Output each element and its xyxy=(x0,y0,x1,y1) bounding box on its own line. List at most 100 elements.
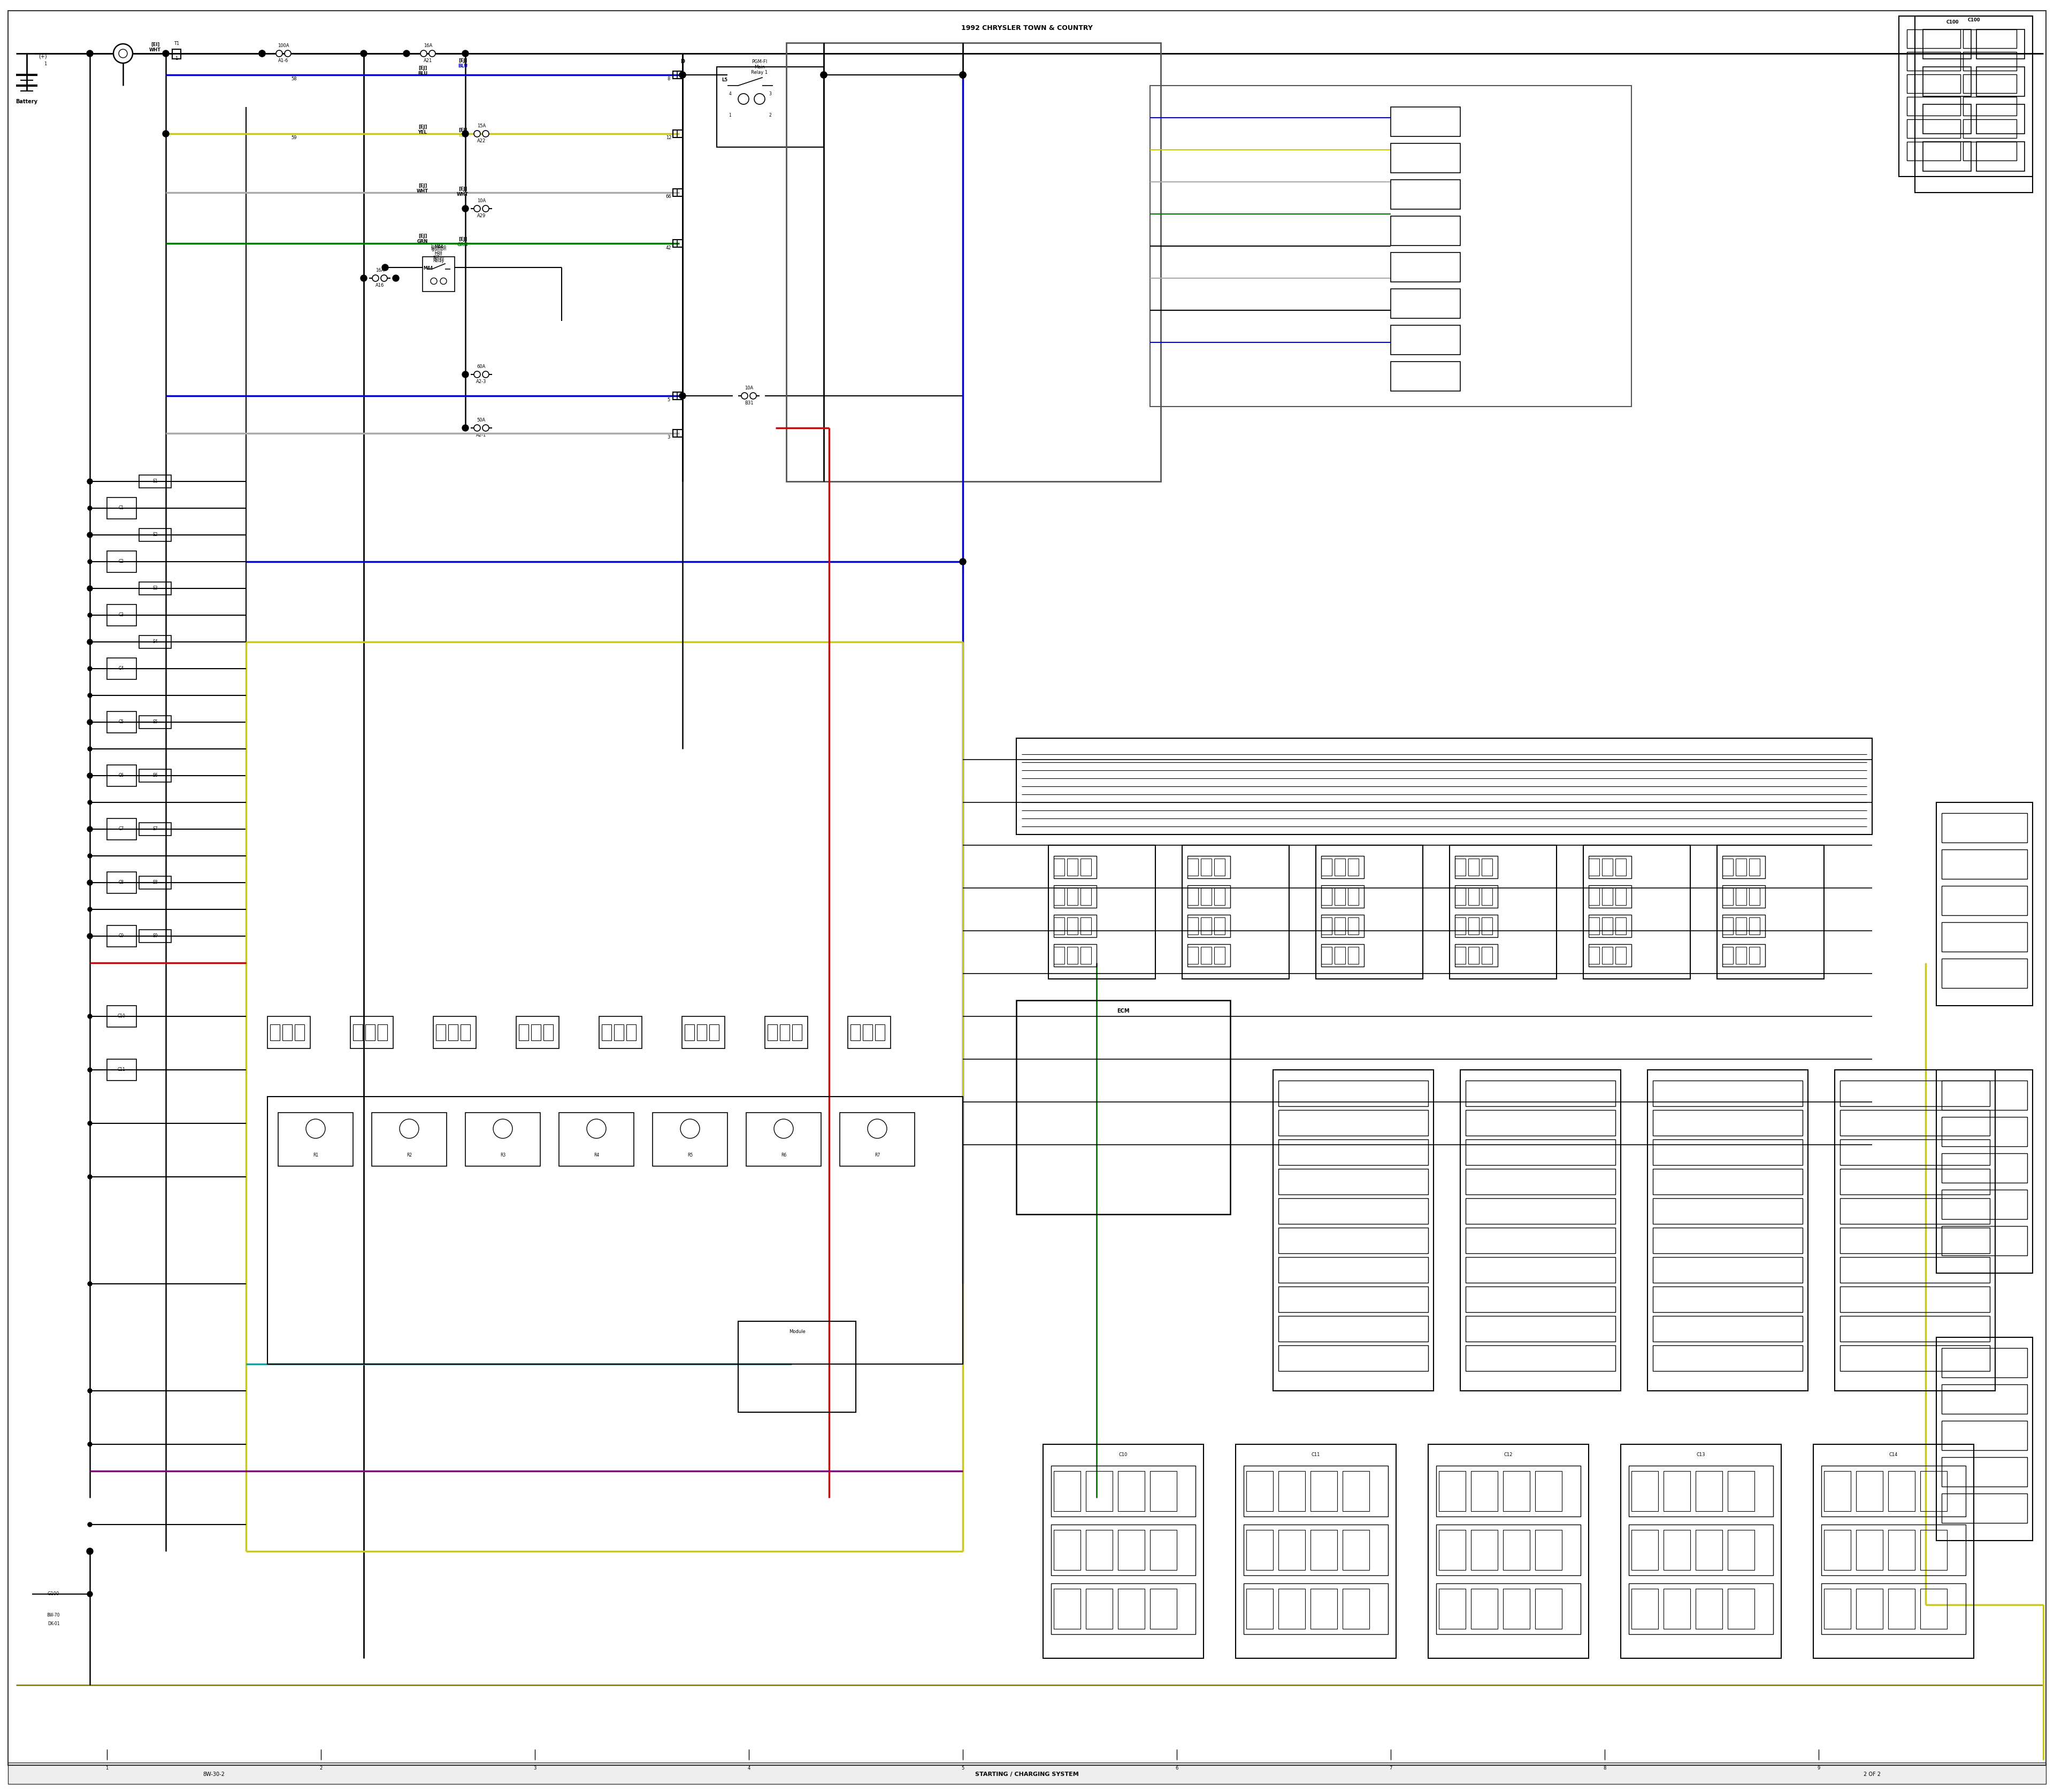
Text: 8: 8 xyxy=(1604,1765,1606,1770)
Text: 66: 66 xyxy=(665,195,672,199)
Text: BLU: BLU xyxy=(458,63,468,68)
Bar xyxy=(1454,858,1467,876)
Circle shape xyxy=(86,478,92,484)
Bar xyxy=(1941,1116,2027,1147)
Bar xyxy=(1653,1256,1803,1283)
Bar xyxy=(1117,1590,1144,1629)
Bar xyxy=(1750,889,1760,905)
Bar xyxy=(1834,1070,1994,1391)
Text: [EJ]: [EJ] xyxy=(458,237,466,242)
Text: PGM-FI: PGM-FI xyxy=(752,59,768,65)
Text: C14: C14 xyxy=(1890,1453,1898,1457)
Text: 3: 3 xyxy=(534,1765,536,1770)
Text: DK-01: DK-01 xyxy=(47,1622,60,1625)
Bar xyxy=(1343,1471,1370,1511)
Bar xyxy=(1052,1584,1195,1634)
Bar xyxy=(1278,1228,1428,1253)
Bar xyxy=(674,392,682,400)
Bar xyxy=(1237,1444,1397,1658)
Bar xyxy=(1321,914,1364,937)
Text: GRN: GRN xyxy=(458,242,468,247)
Bar xyxy=(1504,1471,1530,1511)
Bar xyxy=(1840,1256,1990,1283)
Bar xyxy=(1602,918,1612,934)
Text: [EJ]: [EJ] xyxy=(458,57,466,63)
Text: 1: 1 xyxy=(43,61,47,66)
Bar xyxy=(1469,918,1479,934)
Text: 2: 2 xyxy=(320,1765,322,1770)
Bar xyxy=(107,925,136,946)
Bar xyxy=(1335,946,1345,964)
Bar xyxy=(1697,1590,1723,1629)
Bar xyxy=(1588,918,1600,934)
Bar xyxy=(1454,918,1467,934)
Bar xyxy=(353,1025,364,1041)
Circle shape xyxy=(88,801,92,805)
Bar xyxy=(372,1113,446,1167)
Circle shape xyxy=(86,50,92,57)
Bar xyxy=(1278,1346,1428,1371)
Circle shape xyxy=(462,371,468,378)
Bar xyxy=(1278,1081,1428,1106)
Bar xyxy=(840,1113,914,1167)
Bar xyxy=(1629,1525,1773,1575)
Bar xyxy=(1840,1168,1990,1195)
Text: R3: R3 xyxy=(499,1152,505,1158)
Bar xyxy=(1923,104,1972,134)
Bar xyxy=(1653,1287,1803,1312)
Circle shape xyxy=(392,274,398,281)
Bar xyxy=(1150,1471,1177,1511)
Bar xyxy=(1923,29,1972,59)
Text: S2: S2 xyxy=(152,532,158,538)
Text: 60A: 60A xyxy=(477,364,487,369)
Circle shape xyxy=(162,131,168,136)
Text: 1: 1 xyxy=(105,1765,109,1770)
Circle shape xyxy=(440,278,446,285)
Bar xyxy=(1964,52,2017,70)
Circle shape xyxy=(429,50,435,57)
Bar xyxy=(140,876,170,889)
Bar xyxy=(1653,1168,1803,1195)
Bar xyxy=(1321,857,1364,878)
Text: D: D xyxy=(680,59,684,65)
Bar xyxy=(678,131,682,138)
Circle shape xyxy=(86,719,92,724)
Bar xyxy=(1614,889,1627,905)
Circle shape xyxy=(474,371,481,378)
Bar xyxy=(140,823,170,835)
Circle shape xyxy=(474,206,481,211)
Bar xyxy=(848,1016,891,1048)
Bar xyxy=(1087,1590,1113,1629)
Bar xyxy=(1278,1109,1428,1136)
Bar xyxy=(1697,1530,1723,1570)
Bar xyxy=(1247,1590,1273,1629)
Bar xyxy=(1631,1471,1658,1511)
Bar xyxy=(1187,944,1230,966)
Bar xyxy=(1321,944,1364,966)
Bar xyxy=(1202,889,1212,905)
Bar xyxy=(1840,1109,1990,1136)
Text: 59: 59 xyxy=(292,136,298,140)
Bar xyxy=(1976,104,2025,134)
Bar xyxy=(1888,1590,1914,1629)
Bar xyxy=(1941,1154,2027,1183)
Text: 1: 1 xyxy=(175,56,179,61)
Bar xyxy=(1653,1228,1803,1253)
Bar xyxy=(678,430,682,437)
Bar xyxy=(1941,923,2027,952)
Bar xyxy=(107,498,136,520)
Bar xyxy=(1621,1444,1781,1658)
Bar xyxy=(1906,120,1960,138)
Text: 50A: 50A xyxy=(477,418,485,423)
Bar xyxy=(674,430,682,437)
Text: M44: M44 xyxy=(433,246,444,249)
Bar xyxy=(1736,918,1746,934)
Bar xyxy=(1150,1530,1177,1570)
Circle shape xyxy=(259,50,265,57)
Bar xyxy=(140,582,170,595)
Bar xyxy=(653,1113,727,1167)
Text: 42: 42 xyxy=(665,246,672,251)
Text: T1: T1 xyxy=(175,41,179,47)
Bar xyxy=(173,48,181,59)
Bar xyxy=(1822,1466,1966,1516)
